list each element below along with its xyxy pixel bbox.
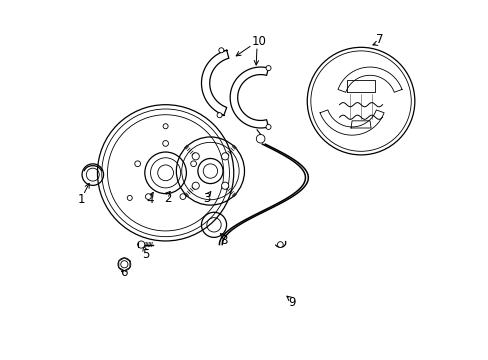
Circle shape (137, 241, 144, 248)
Circle shape (192, 182, 199, 189)
Text: 6: 6 (120, 266, 127, 279)
Circle shape (145, 194, 151, 199)
Polygon shape (346, 80, 375, 92)
Circle shape (219, 48, 224, 53)
Circle shape (121, 261, 128, 268)
Text: 4: 4 (146, 193, 154, 206)
Polygon shape (337, 67, 401, 92)
Circle shape (217, 113, 222, 118)
Text: 2: 2 (163, 192, 171, 205)
Polygon shape (350, 121, 370, 128)
Circle shape (180, 194, 185, 199)
Circle shape (221, 153, 228, 160)
Circle shape (190, 161, 196, 167)
Polygon shape (230, 67, 268, 128)
Text: 9: 9 (288, 296, 295, 309)
Text: 3: 3 (203, 192, 210, 205)
Circle shape (256, 134, 264, 143)
Circle shape (265, 66, 270, 71)
Polygon shape (320, 110, 383, 135)
Text: 10: 10 (251, 35, 266, 49)
Text: 8: 8 (220, 234, 227, 247)
Text: 5: 5 (142, 248, 149, 261)
Text: 1: 1 (78, 193, 85, 206)
Circle shape (192, 153, 199, 160)
Circle shape (127, 195, 132, 201)
Circle shape (163, 124, 168, 129)
Circle shape (135, 161, 140, 167)
Circle shape (265, 125, 270, 130)
Circle shape (163, 140, 168, 146)
Polygon shape (201, 50, 228, 115)
Circle shape (277, 242, 283, 247)
Text: 7: 7 (375, 33, 383, 46)
Circle shape (221, 182, 228, 189)
Circle shape (118, 258, 131, 271)
